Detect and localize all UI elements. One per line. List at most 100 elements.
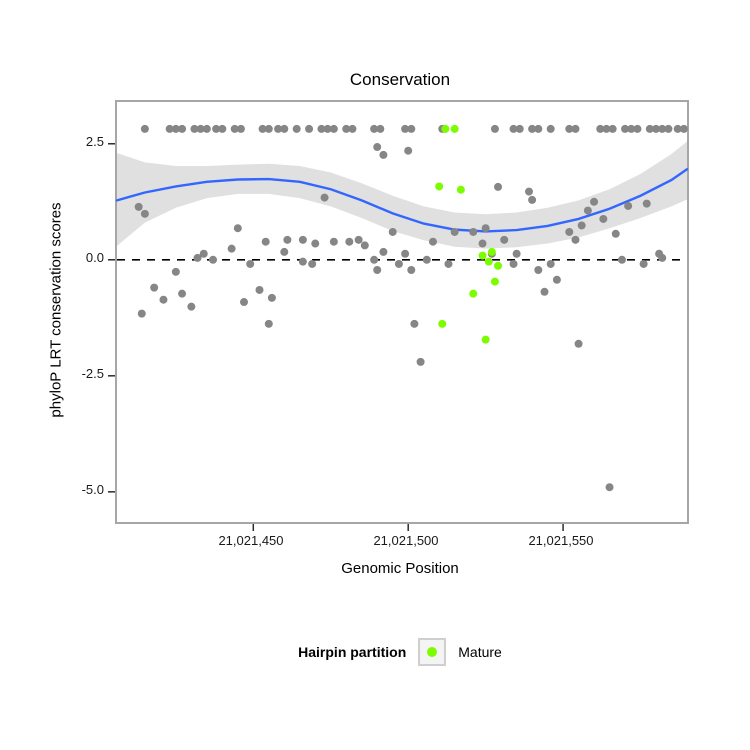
data-point [379, 150, 388, 159]
data-point [450, 124, 459, 133]
x-axis-label: Genomic Position [341, 560, 459, 577]
data-point [370, 255, 379, 264]
data-point [552, 275, 561, 284]
data-point [388, 227, 397, 236]
data-point [679, 124, 688, 133]
data-point [354, 235, 363, 244]
data-point [664, 124, 673, 133]
data-point [159, 295, 168, 304]
data-point [611, 229, 620, 238]
plot-panel [108, 100, 689, 531]
data-point [165, 124, 174, 133]
data-point [528, 195, 537, 204]
data-point [376, 124, 385, 133]
data-point [673, 124, 682, 133]
data-point [627, 124, 636, 133]
data-point [342, 124, 351, 133]
data-point [227, 244, 236, 253]
data-point [404, 146, 413, 155]
data-point [150, 283, 159, 292]
data-point [230, 124, 239, 133]
data-point [274, 124, 283, 133]
data-point [478, 251, 487, 260]
data-point [490, 124, 499, 133]
data-point [546, 259, 555, 268]
legend-title: Hairpin partition [298, 644, 407, 660]
data-point [134, 202, 143, 211]
data-point [178, 124, 187, 133]
data-point [218, 124, 227, 133]
data-point [323, 124, 332, 133]
data-point [140, 124, 149, 133]
data-point [484, 257, 493, 266]
data-point [187, 302, 196, 311]
data-point [608, 124, 617, 133]
data-point [298, 235, 307, 244]
mature-point-icon [427, 647, 438, 657]
data-point [137, 309, 146, 318]
data-point [267, 293, 276, 302]
data-point [283, 235, 292, 244]
data-point [379, 247, 388, 256]
data-point [345, 237, 354, 246]
data-point [621, 124, 630, 133]
data-point [348, 124, 357, 133]
axis-ticks [108, 143, 564, 531]
data-point [658, 253, 667, 262]
data-point [658, 124, 667, 133]
data-point [422, 255, 431, 264]
data-point [178, 289, 187, 298]
x-tick-label: 21,021,500 [373, 533, 439, 548]
scatter-series-mature [435, 124, 503, 344]
data-point [196, 124, 205, 133]
y-tick-label: 2.5 [85, 134, 104, 149]
data-point [441, 124, 450, 133]
smooth-confidence-band [117, 141, 687, 249]
data-point [494, 182, 503, 191]
data-point [246, 259, 255, 268]
data-point [617, 255, 626, 264]
data-point [209, 255, 218, 264]
data-point [525, 187, 534, 196]
data-point [605, 483, 614, 492]
data-point [469, 289, 478, 298]
data-point [633, 124, 642, 133]
data-point [481, 335, 490, 344]
data-point [469, 227, 478, 236]
data-point [233, 224, 242, 233]
data-point [512, 249, 521, 258]
data-point [407, 266, 416, 274]
data-point [305, 124, 314, 133]
data-point [565, 124, 574, 133]
x-tick-label: 21,021,550 [528, 533, 594, 548]
data-point [602, 124, 611, 133]
smooth-trend-line [115, 168, 689, 233]
y-axis-label: phyloP LRT conservation scores [47, 202, 65, 418]
data-point [255, 285, 264, 294]
plot-area [108, 124, 689, 531]
data-point [590, 197, 599, 206]
data-point [190, 124, 199, 133]
data-point [540, 287, 549, 296]
data-point [280, 124, 289, 133]
data-point [202, 124, 211, 133]
data-point [571, 235, 580, 244]
data-point [450, 227, 459, 236]
data-point [292, 124, 301, 133]
data-point [509, 124, 518, 133]
data-point [264, 124, 273, 133]
data-point [394, 259, 403, 268]
data-point [373, 266, 382, 274]
data-point [258, 124, 267, 133]
data-point [509, 259, 518, 268]
data-point [577, 221, 586, 230]
data-point [534, 266, 543, 274]
data-point [317, 124, 326, 133]
x-tick-label: 21,021,450 [218, 533, 284, 548]
data-point [171, 124, 180, 133]
data-point [212, 124, 221, 133]
data-point [546, 124, 555, 133]
data-point [140, 209, 149, 218]
data-point [193, 253, 202, 262]
data-point [438, 319, 447, 328]
